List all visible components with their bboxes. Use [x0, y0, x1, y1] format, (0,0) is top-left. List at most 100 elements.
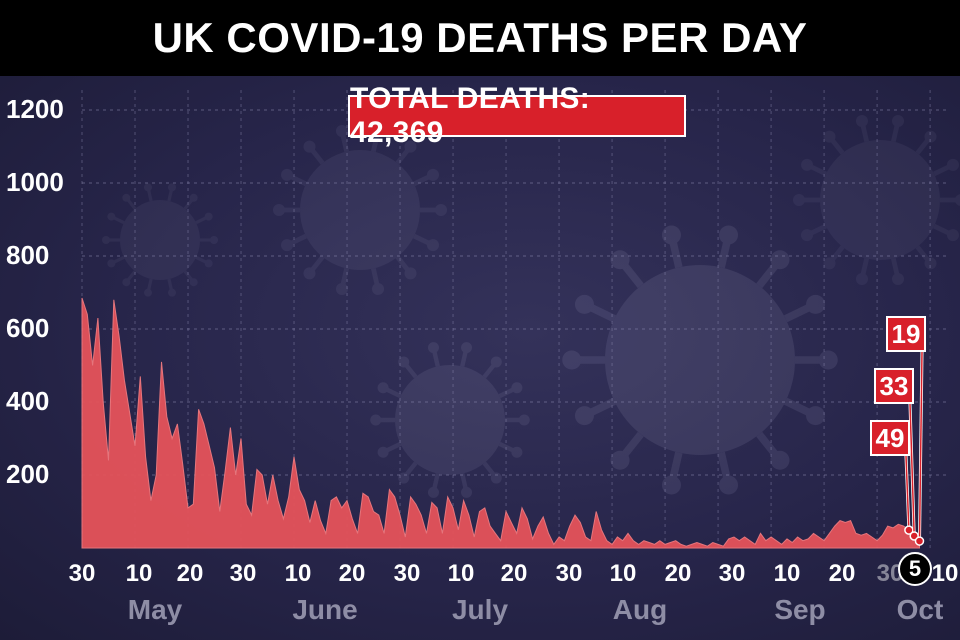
virus-spike [783, 300, 818, 323]
y-tick-label: 1200 [6, 94, 64, 124]
x-tick-label: 10 [447, 560, 475, 587]
virus-spike-tip [107, 212, 116, 221]
x-tick-label: 30 [68, 560, 96, 587]
month-label: Sep [774, 594, 826, 625]
virus-spike-tip [946, 229, 959, 242]
virus-spike [667, 234, 683, 269]
virus-spike [915, 245, 933, 265]
virus-spike-tip [377, 446, 389, 458]
virus-spike [285, 172, 307, 187]
x-tick-label: 20 [338, 560, 366, 587]
virus-icon [793, 115, 960, 285]
x-tick-label: 10 [609, 560, 637, 587]
virus-spike-tip [404, 140, 417, 153]
chart-title: UK COVID-19 DEATHS PER DAY [152, 14, 808, 61]
virus-spike-tip [562, 350, 582, 370]
x-tick-label: 10 [284, 560, 312, 587]
virus-spike-tip [426, 239, 439, 252]
today-marker: 5 [898, 552, 932, 586]
virus-spike [617, 257, 644, 289]
y-tick-label: 1000 [6, 167, 64, 197]
y-tick-label: 400 [6, 386, 50, 416]
virus-spike-tip [122, 278, 131, 287]
virus-spike-tip [303, 140, 316, 153]
annotation-marks [904, 351, 925, 546]
virus-spike-tip [143, 288, 152, 297]
virus-spike [717, 451, 733, 486]
virus-spike [382, 385, 402, 399]
x-tick-label: 30 [393, 560, 421, 587]
virus-spike [827, 245, 845, 265]
virus-spike [783, 397, 818, 420]
virus-spike [401, 360, 418, 379]
y-tick-label: 600 [6, 313, 50, 343]
total-deaths-badge: TOTAL DEATHS: 42,369 [348, 82, 686, 149]
virus-spike [915, 135, 933, 155]
virus-spike [307, 255, 325, 275]
virus-spike [933, 162, 955, 177]
virus-spike [195, 255, 210, 265]
virus-spike-tip [335, 125, 348, 138]
virus-spike [183, 270, 195, 284]
virus-spike [371, 267, 381, 290]
total-deaths-label: TOTAL DEATHS: 42,369 [350, 82, 591, 149]
virus-spike-tip [204, 212, 213, 221]
virus-spike [717, 234, 733, 269]
virus-spike-tip [806, 406, 826, 426]
month-label: May [127, 594, 183, 625]
virus-spike [805, 162, 827, 177]
virus-spike [482, 360, 499, 379]
virus-spike-tip [281, 239, 294, 252]
virus-spike-tip [107, 259, 116, 268]
virus-spike [498, 385, 518, 399]
virus-spike [339, 267, 349, 290]
month-label: June [292, 594, 358, 625]
value-callout: 19 [886, 316, 926, 352]
virus-spike-tip [892, 115, 905, 128]
virus-spike-tip [955, 194, 960, 206]
virus-spike-tip [610, 450, 630, 470]
x-tick-label: 20 [500, 560, 528, 587]
virus-spike-tip [461, 486, 473, 498]
virus-spike-tip [168, 183, 177, 192]
x-tick-label: 10 [773, 560, 801, 587]
virus-spike-tip [143, 183, 152, 192]
virus-spike [146, 186, 153, 202]
virus-spike [431, 473, 440, 493]
virus-spike-tip [801, 229, 814, 242]
month-label: July [451, 594, 509, 625]
virus-spike-tip [435, 204, 447, 216]
virus-spike-tip [511, 382, 523, 394]
virus-spike-tip [281, 168, 294, 181]
virus-icon [562, 225, 838, 495]
virus-spike-tip [823, 257, 836, 270]
virus-spike-tip [574, 406, 594, 426]
virus-spike [395, 255, 413, 275]
virus-spike [891, 257, 901, 280]
virus-spike [827, 135, 845, 155]
virus-spike-tip [426, 168, 439, 181]
virus-spike [413, 172, 435, 187]
x-tick-label: 30 [555, 560, 583, 587]
virus-spike [431, 347, 440, 367]
month-label: Oct [896, 594, 944, 625]
callout-leader-inner [909, 403, 915, 536]
virus-spike-tip [461, 342, 473, 354]
virus-spike [110, 215, 125, 225]
virus-spike-tip [122, 193, 131, 202]
virus-spike-tip [204, 259, 213, 268]
virus-spike [395, 145, 413, 165]
value-callout: 49 [870, 420, 910, 456]
virus-spike-tip [168, 288, 177, 297]
virus-spike-tip [661, 225, 681, 245]
virus-spike [617, 431, 644, 463]
virus-spike-tip [102, 236, 110, 244]
virus-spike-tip [398, 356, 410, 368]
virus-spike-tip [189, 193, 198, 202]
title-bar: UK COVID-19 DEATHS PER DAY [0, 0, 960, 76]
virus-spike-tip [335, 282, 348, 295]
virus-spike [756, 431, 783, 463]
virus-spike-tip [661, 475, 681, 495]
x-tick-label: 10 [125, 560, 153, 587]
